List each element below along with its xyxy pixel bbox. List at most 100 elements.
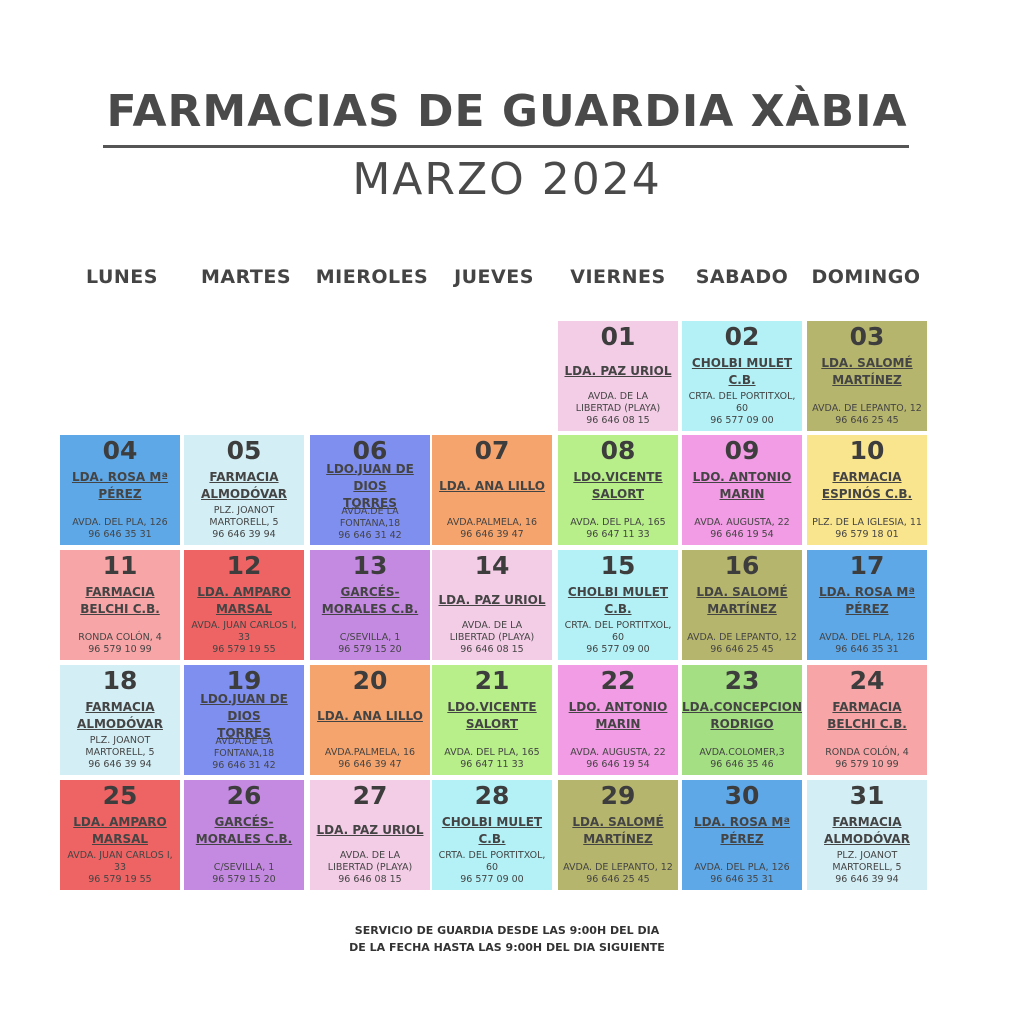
day-cell: 11 FARMACIA BELCHI C.B. RONDA COLÓN, 4 96 … <box>60 550 180 660</box>
pharmacy-name: LDO.VICENTE SALORT <box>447 700 537 731</box>
day-number: 26 <box>226 781 262 810</box>
pharmacy-address: AVDA. JUAN CARLOS I, 33 96 579 19 55 <box>191 620 297 655</box>
day-cell: 15 CHOLBI MULET C.B. CRTA. DEL PORTITXOL, … <box>558 550 678 660</box>
weekday-label: LUNES <box>86 266 158 288</box>
pharmacy-name-box: LDA. ROSA Mª PÉREZ <box>694 811 790 851</box>
pharmacy-name: LDA. PAZ URIOL <box>438 593 546 607</box>
day-cell: 16 LDA. SALOMÉ MARTÍNEZ AVDA. DE LEPANTO, … <box>682 550 802 660</box>
pharmacy-name: FARMACIA ESPINÓS C.B. <box>821 470 913 501</box>
day-cell: 18 FARMACIA ALMODÓVAR PLZ. JOANOT MARTOREL… <box>60 665 180 775</box>
day-number: 20 <box>352 666 388 695</box>
day-number: 02 <box>724 322 760 351</box>
pharmacy-address: AVDA. DE LA LIBERTAD (PLAYA) 96 646 08 1… <box>449 620 535 655</box>
pharmacy-address: PLZ. JOANOT MARTORELL, 5 96 646 39 94 <box>209 505 279 540</box>
pharmacy-address: AVDA. DE LEPANTO, 12 96 646 25 45 <box>812 403 922 426</box>
day-number: 10 <box>849 436 885 465</box>
pharmacy-address: AVDA.PALMELA, 16 96 646 39 47 <box>446 517 538 540</box>
weekday-label: DOMINGO <box>811 266 921 288</box>
day-number: 23 <box>724 666 760 695</box>
weekday-label: MARTES <box>200 266 291 288</box>
footer-note: SERVICIO DE GUARDIA DESDE LAS 9:00H DEL … <box>0 922 1014 956</box>
pharmacy-name: LDO.JUAN DE DIOS TORRES <box>326 461 414 510</box>
day-cell: 19 LDO.JUAN DE DIOS TORRES AVDA.DE LA FONT… <box>184 665 304 775</box>
day-number: 31 <box>849 781 885 810</box>
day-cell: 30 LDA. ROSA Mª PÉREZ AVDA. DEL PLA, 126 9… <box>682 780 802 890</box>
pharmacy-name: CHOLBI MULET C.B. <box>441 814 543 846</box>
pharmacy-name: GARCÉS- MORALES C.B. <box>195 815 293 846</box>
pharmacy-name-box: CHOLBI MULET C.B. <box>442 811 542 850</box>
day-number: 05 <box>226 436 262 465</box>
day-cell: 10 FARMACIA ESPINÓS C.B. PLZ. DE LA IGLESI… <box>807 435 927 545</box>
day-number: 07 <box>474 436 510 465</box>
pharmacy-name: LDO. ANTONIO MARIN <box>692 470 792 501</box>
pharmacy-address: AVDA.DE LA FONTANA,18 96 646 31 42 <box>338 506 402 541</box>
pharmacy-name-box: FARMACIA ESPINÓS C.B. <box>822 466 912 506</box>
pharmacy-name-box: FARMACIA BELCHI C.B. <box>827 696 907 736</box>
pharmacy-name-box: LDA. SALOMÉ MARTÍNEZ <box>696 581 787 621</box>
pharmacy-name-box: FARMACIA ALMODÓVAR <box>201 466 287 505</box>
pharmacy-name-box: LDO.JUAN DE DIOS TORRES <box>312 462 428 510</box>
pharmacy-address: PLZ. JOANOT MARTORELL, 5 96 646 39 94 <box>832 850 902 885</box>
pharmacy-address: C/SEVILLA, 1 96 579 15 20 <box>212 862 276 885</box>
day-cell: 22 LDO. ANTONIO MARIN AVDA. AUGUSTA, 22 96… <box>558 665 678 775</box>
pharmacy-name: FARMACIA BELCHI C.B. <box>80 585 160 616</box>
pharmacy-name-box: LDO.JUAN DE DIOS TORRES <box>186 692 302 740</box>
day-number: 09 <box>724 436 760 465</box>
weekday-label: VIERNES <box>570 266 666 288</box>
pharmacy-name-box: LDA. ROSA Mª PÉREZ <box>819 581 915 621</box>
pharmacy-name: LDO. ANTONIO MARIN <box>568 700 668 731</box>
pharmacy-name: LDA. SALOMÉ MARTÍNEZ <box>696 585 788 616</box>
pharmacy-address: AVDA.DE LA FONTANA,18 96 646 31 42 <box>212 736 276 771</box>
day-cell: 08 LDO.VICENTE SALORT AVDA. DEL PLA, 165 9… <box>558 435 678 545</box>
pharmacy-address: AVDA. DE LEPANTO, 12 96 646 25 45 <box>687 632 797 655</box>
pharmacy-name-box: LDO.VICENTE SALORT <box>447 696 536 736</box>
pharmacy-name-box: LDA. ANA LILLO <box>439 466 545 506</box>
day-number: 19 <box>226 666 262 695</box>
pharmacy-name-box: LDA. SALOMÉ MARTÍNEZ <box>821 352 912 392</box>
pharmacy-name-box: LDA.CONCEPCION RODRIGO <box>682 696 802 736</box>
day-cell: 25 LDA. AMPARO MARSAL AVDA. JUAN CARLOS I,… <box>60 780 180 890</box>
pharmacy-address: RONDA COLÓN, 4 96 579 10 99 <box>825 747 909 770</box>
pharmacy-address: AVDA. JUAN CARLOS I, 33 96 579 19 55 <box>67 850 173 885</box>
pharmacy-name: LDA. ROSA Mª PÉREZ <box>693 815 791 846</box>
page-subtitle: MARZO 2024 <box>352 154 662 205</box>
pharmacy-name: FARMACIA ALMODÓVAR <box>201 469 287 501</box>
weekday-header: LUNES MARTES MIEROLES JUEVES VIERNES SAB… <box>0 266 1014 296</box>
pharmacy-name-box: FARMACIA ALMODÓVAR <box>824 811 910 850</box>
day-number: 30 <box>724 781 760 810</box>
pharmacy-name-box: LDO. ANTONIO MARIN <box>569 696 668 736</box>
weekday-label: SABADO <box>695 266 789 288</box>
pharmacy-name: FARMACIA ALMODÓVAR <box>824 814 910 846</box>
pharmacy-name-box: LDA. ANA LILLO <box>317 696 423 736</box>
day-number: 15 <box>600 551 636 580</box>
pharmacy-name: LDA.CONCEPCION RODRIGO <box>681 700 803 731</box>
day-cell: 05 FARMACIA ALMODÓVAR PLZ. JOANOT MARTOREL… <box>184 435 304 545</box>
pharmacy-name-box: CHOLBI MULET C.B. <box>568 581 668 620</box>
day-cell: 21 LDO.VICENTE SALORT AVDA. DEL PLA, 165 9… <box>432 665 552 775</box>
pharmacy-name: LDA. SALOMÉ MARTÍNEZ <box>572 815 664 846</box>
pharmacy-address: CRTA. DEL PORTITXOL, 60 96 577 09 00 <box>438 850 546 885</box>
pharmacy-address: AVDA.COLOMER,3 96 646 35 46 <box>699 747 785 770</box>
pharmacy-name: LDA. PAZ URIOL <box>564 364 672 378</box>
day-cell: 17 LDA. ROSA Mª PÉREZ AVDA. DEL PLA, 126 9… <box>807 550 927 660</box>
pharmacy-address: AVDA. DEL PLA, 165 96 647 11 33 <box>570 517 666 540</box>
day-number: 27 <box>352 781 388 810</box>
pharmacy-address: AVDA. DEL PLA, 126 96 646 35 31 <box>819 632 915 655</box>
pharmacy-name-box: CHOLBI MULET C.B. <box>692 352 792 391</box>
day-number: 28 <box>474 781 510 810</box>
pharmacy-address: AVDA. AUGUSTA, 22 96 646 19 54 <box>570 747 666 770</box>
pharmacy-address: PLZ. DE LA IGLESIA, 11 96 579 18 01 <box>812 517 922 540</box>
pharmacy-address: AVDA. DEL PLA, 165 96 647 11 33 <box>444 747 540 770</box>
pharmacy-address: AVDA. DE LEPANTO, 12 96 646 25 45 <box>563 862 673 885</box>
pharmacy-name: LDA. AMPARO MARSAL <box>73 814 167 846</box>
pharmacy-name-box: LDA. ROSA Mª PÉREZ <box>72 466 168 506</box>
pharmacy-name-box: LDA. SALOMÉ MARTÍNEZ <box>572 811 663 851</box>
day-number: 01 <box>600 322 636 351</box>
pharmacy-name-box: LDO.VICENTE SALORT <box>573 466 662 506</box>
pharmacy-address: AVDA. DEL PLA, 126 96 646 35 31 <box>72 517 168 540</box>
pharmacy-name: LDA. ROSA Mª PÉREZ <box>71 470 169 501</box>
pharmacy-address: AVDA. DE LA LIBERTAD (PLAYA) 96 646 08 1… <box>575 391 661 426</box>
day-number: 18 <box>102 666 138 695</box>
weekday-label: MIEROLES <box>315 266 429 288</box>
day-cell: 24 FARMACIA BELCHI C.B. RONDA COLÓN, 4 96 … <box>807 665 927 775</box>
